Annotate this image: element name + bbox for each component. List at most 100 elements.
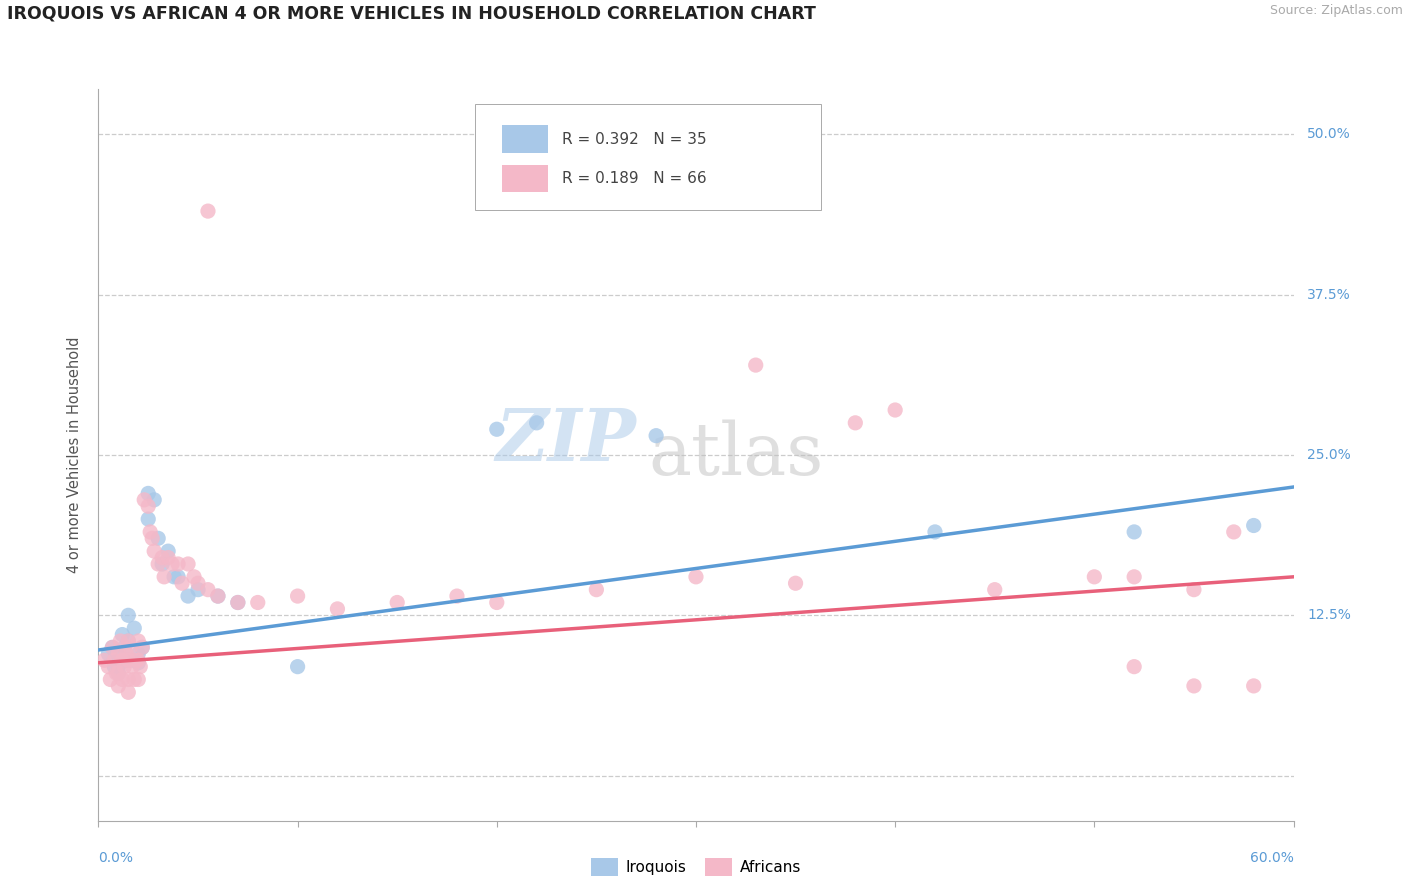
- Point: [117, 634, 139, 648]
- Point: [105, 666, 128, 681]
- Point: [103, 659, 125, 673]
- Point: [124, 621, 146, 635]
- Point: [107, 666, 129, 681]
- Point: [157, 544, 180, 558]
- Point: [107, 659, 129, 673]
- Point: [150, 557, 173, 571]
- Point: [924, 524, 946, 539]
- Point: [485, 595, 508, 609]
- Y-axis label: 4 or more Vehicles in Household: 4 or more Vehicles in Household: [67, 336, 83, 574]
- Point: [148, 532, 170, 546]
- Point: [526, 416, 548, 430]
- Point: [177, 557, 200, 571]
- Point: [143, 544, 166, 558]
- Point: [844, 416, 866, 430]
- Point: [1182, 582, 1205, 597]
- Point: [1123, 659, 1146, 673]
- Point: [117, 673, 139, 687]
- Point: [131, 640, 153, 655]
- Point: [98, 673, 122, 687]
- Point: [107, 647, 129, 661]
- Point: [127, 634, 149, 648]
- Point: [136, 500, 159, 514]
- Point: [1243, 518, 1265, 533]
- Point: [134, 492, 156, 507]
- Point: [485, 422, 508, 436]
- Point: [129, 659, 152, 673]
- Point: [101, 640, 124, 655]
- Point: [983, 582, 1005, 597]
- Point: [127, 673, 149, 687]
- Point: [385, 595, 409, 609]
- Point: [121, 659, 143, 673]
- Point: [160, 557, 183, 571]
- FancyBboxPatch shape: [475, 103, 821, 210]
- Point: [226, 595, 249, 609]
- Point: [112, 640, 135, 655]
- Point: [326, 602, 349, 616]
- Point: [117, 653, 139, 667]
- Text: 0.0%: 0.0%: [98, 851, 134, 865]
- Point: [136, 486, 159, 500]
- Point: [139, 524, 162, 539]
- Text: R = 0.189   N = 66: R = 0.189 N = 66: [562, 171, 707, 186]
- Point: [197, 204, 219, 219]
- Point: [131, 640, 153, 655]
- Legend: Iroquois, Africans: Iroquois, Africans: [585, 852, 807, 882]
- Point: [115, 647, 138, 661]
- Point: [101, 640, 124, 655]
- Point: [93, 653, 115, 667]
- Point: [153, 570, 176, 584]
- Point: [157, 550, 180, 565]
- Text: 37.5%: 37.5%: [1308, 287, 1351, 301]
- Point: [287, 659, 309, 673]
- Point: [112, 659, 135, 673]
- Text: 25.0%: 25.0%: [1308, 448, 1351, 462]
- Point: [148, 557, 170, 571]
- Point: [745, 358, 768, 372]
- Point: [117, 685, 139, 699]
- Point: [197, 582, 219, 597]
- Point: [120, 653, 142, 667]
- Point: [1123, 524, 1146, 539]
- Point: [585, 582, 607, 597]
- Point: [117, 634, 139, 648]
- Point: [107, 647, 129, 661]
- Point: [1243, 679, 1265, 693]
- Point: [127, 653, 149, 667]
- Text: 60.0%: 60.0%: [1250, 851, 1294, 865]
- Point: [111, 627, 134, 641]
- Point: [167, 557, 190, 571]
- Point: [125, 653, 148, 667]
- Point: [685, 570, 707, 584]
- Point: [163, 570, 186, 584]
- Text: 50.0%: 50.0%: [1308, 128, 1351, 141]
- Point: [111, 673, 134, 687]
- Point: [115, 653, 138, 667]
- Point: [172, 576, 194, 591]
- Point: [107, 679, 129, 693]
- Point: [645, 428, 668, 442]
- Point: [143, 492, 166, 507]
- Point: [187, 582, 209, 597]
- Point: [207, 589, 229, 603]
- Point: [97, 659, 120, 673]
- Point: [1222, 524, 1246, 539]
- Point: [785, 576, 807, 591]
- Point: [1123, 570, 1146, 584]
- Point: [246, 595, 269, 609]
- Bar: [502, 165, 548, 193]
- Point: [124, 673, 146, 687]
- Point: [120, 640, 142, 655]
- Point: [117, 608, 139, 623]
- Text: R = 0.392   N = 35: R = 0.392 N = 35: [562, 132, 707, 146]
- Point: [111, 653, 134, 667]
- Point: [446, 589, 468, 603]
- Point: [150, 550, 173, 565]
- Text: ZIP: ZIP: [495, 405, 636, 475]
- Point: [183, 570, 205, 584]
- Point: [187, 576, 209, 591]
- Point: [97, 647, 120, 661]
- Point: [167, 570, 190, 584]
- Point: [103, 653, 125, 667]
